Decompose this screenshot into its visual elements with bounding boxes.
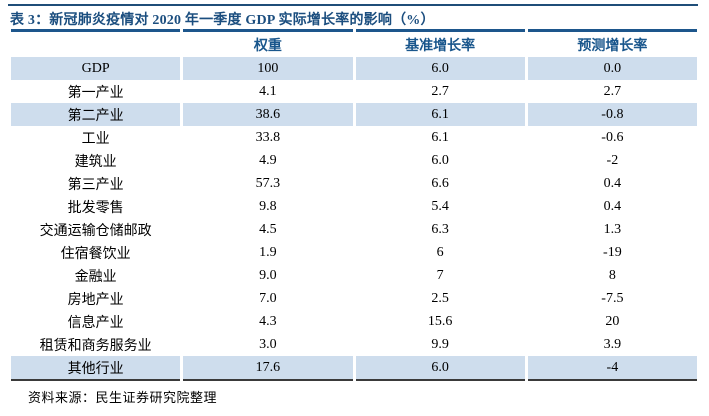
cell-forecast-growth: -0.6 bbox=[527, 126, 697, 149]
header-cell-forecast-growth: 预测增长率 bbox=[527, 29, 697, 57]
cell-category: 第二产业 bbox=[11, 103, 181, 126]
cell-forecast-growth: -2 bbox=[527, 149, 697, 172]
cell-weight: 33.8 bbox=[183, 126, 353, 149]
cell-category: 租赁和商务服务业 bbox=[11, 333, 181, 356]
cell-weight: 9.8 bbox=[183, 195, 353, 218]
cell-weight: 38.6 bbox=[183, 103, 353, 126]
cell-weight: 4.5 bbox=[183, 218, 353, 241]
cell-forecast-growth: -4 bbox=[527, 356, 697, 381]
table-row: 建筑业 4.9 6.0 -2 bbox=[11, 149, 697, 172]
cell-baseline-growth: 6.1 bbox=[355, 126, 525, 149]
cell-forecast-growth: 1.3 bbox=[527, 218, 697, 241]
table-row: GDP 100 6.0 0.0 bbox=[11, 57, 697, 80]
cell-category: 工业 bbox=[11, 126, 181, 149]
cell-forecast-growth: 20 bbox=[527, 310, 697, 333]
header-cell-category bbox=[11, 29, 181, 57]
cell-baseline-growth: 6.0 bbox=[355, 356, 525, 381]
table-row: 批发零售 9.8 5.4 0.4 bbox=[11, 195, 697, 218]
cell-forecast-growth: 0.0 bbox=[527, 57, 697, 80]
cell-baseline-growth: 2.5 bbox=[355, 287, 525, 310]
cell-weight: 7.0 bbox=[183, 287, 353, 310]
table-row: 其他行业 17.6 6.0 -4 bbox=[11, 356, 697, 381]
cell-weight: 4.9 bbox=[183, 149, 353, 172]
table-row: 第一产业 4.1 2.7 2.7 bbox=[11, 80, 697, 103]
cell-weight: 17.6 bbox=[183, 356, 353, 381]
cell-category: 信息产业 bbox=[11, 310, 181, 333]
cell-forecast-growth: 0.4 bbox=[527, 195, 697, 218]
cell-forecast-growth: 0.4 bbox=[527, 172, 697, 195]
cell-category: 建筑业 bbox=[11, 149, 181, 172]
table-row: 住宿餐饮业 1.9 6 -19 bbox=[11, 241, 697, 264]
cell-baseline-growth: 6 bbox=[355, 241, 525, 264]
cell-category: 交通运输仓储邮政 bbox=[11, 218, 181, 241]
top-divider-rule bbox=[8, 4, 698, 6]
table-row: 信息产业 4.3 15.6 20 bbox=[11, 310, 697, 333]
table-body: GDP 100 6.0 0.0 第一产业 4.1 2.7 2.7 第二产业 38… bbox=[11, 57, 697, 381]
table-row: 第二产业 38.6 6.1 -0.8 bbox=[11, 103, 697, 126]
cell-weight: 100 bbox=[183, 57, 353, 80]
cell-baseline-growth: 5.4 bbox=[355, 195, 525, 218]
cell-weight: 1.9 bbox=[183, 241, 353, 264]
cell-forecast-growth: -0.8 bbox=[527, 103, 697, 126]
cell-category: 房地产业 bbox=[11, 287, 181, 310]
source-note: 资料来源：民生证券研究院整理 bbox=[28, 390, 218, 405]
cell-category: 住宿餐饮业 bbox=[11, 241, 181, 264]
header-cell-baseline-growth: 基准增长率 bbox=[355, 29, 525, 57]
table-row: 工业 33.8 6.1 -0.6 bbox=[11, 126, 697, 149]
cell-baseline-growth: 6.0 bbox=[355, 57, 525, 80]
cell-category: 批发零售 bbox=[11, 195, 181, 218]
table-row: 第三产业 57.3 6.6 0.4 bbox=[11, 172, 697, 195]
table-row: 交通运输仓储邮政 4.5 6.3 1.3 bbox=[11, 218, 697, 241]
cell-weight: 9.0 bbox=[183, 264, 353, 287]
cell-forecast-growth: 3.9 bbox=[527, 333, 697, 356]
cell-forecast-growth: 2.7 bbox=[527, 80, 697, 103]
table-row: 租赁和商务服务业 3.0 9.9 3.9 bbox=[11, 333, 697, 356]
table-title: 表 3：新冠肺炎疫情对 2020 年一季度 GDP 实际增长率的影响（%） bbox=[10, 13, 435, 28]
cell-baseline-growth: 6.6 bbox=[355, 172, 525, 195]
cell-baseline-growth: 9.9 bbox=[355, 333, 525, 356]
cell-weight: 4.3 bbox=[183, 310, 353, 333]
cell-weight: 4.1 bbox=[183, 80, 353, 103]
cell-baseline-growth: 6.3 bbox=[355, 218, 525, 241]
table-row: 金融业 9.0 7 8 bbox=[11, 264, 697, 287]
cell-baseline-growth: 15.6 bbox=[355, 310, 525, 333]
cell-weight: 57.3 bbox=[183, 172, 353, 195]
header-cell-weight: 权重 bbox=[183, 29, 353, 57]
cell-weight: 3.0 bbox=[183, 333, 353, 356]
cell-baseline-growth: 7 bbox=[355, 264, 525, 287]
table-row: 房地产业 7.0 2.5 -7.5 bbox=[11, 287, 697, 310]
cell-baseline-growth: 6.1 bbox=[355, 103, 525, 126]
cell-baseline-growth: 6.0 bbox=[355, 149, 525, 172]
cell-category: 其他行业 bbox=[11, 356, 181, 381]
cell-category: 第三产业 bbox=[11, 172, 181, 195]
cell-category: 金融业 bbox=[11, 264, 181, 287]
cell-forecast-growth: 8 bbox=[527, 264, 697, 287]
cell-category: GDP bbox=[11, 57, 181, 80]
table-header-row: 权重 基准增长率 预测增长率 bbox=[11, 29, 697, 57]
cell-baseline-growth: 2.7 bbox=[355, 80, 525, 103]
gdp-impact-table: 权重 基准增长率 预测增长率 GDP 100 6.0 0.0 第一产业 4.1 … bbox=[8, 29, 700, 381]
cell-category: 第一产业 bbox=[11, 80, 181, 103]
cell-forecast-growth: -19 bbox=[527, 241, 697, 264]
cell-forecast-growth: -7.5 bbox=[527, 287, 697, 310]
